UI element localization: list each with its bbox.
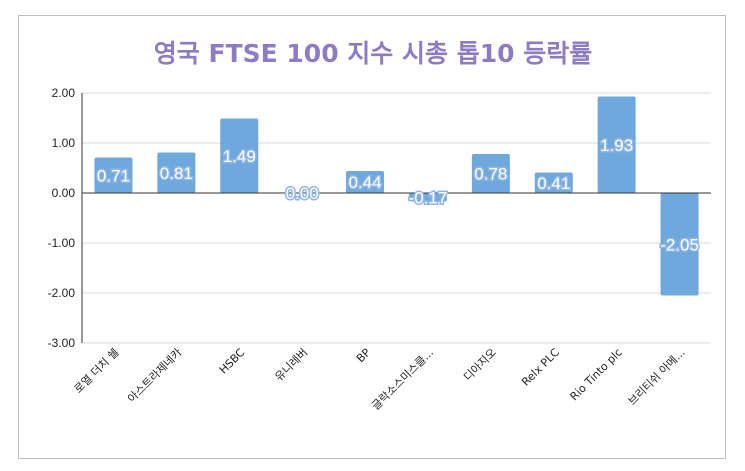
bars xyxy=(94,96,699,296)
y-tick-label: 1.00 xyxy=(52,136,76,150)
data-label: 0.71 xyxy=(97,166,130,185)
bar xyxy=(597,96,636,193)
bar xyxy=(408,193,447,202)
data-label: 0.41 xyxy=(537,174,570,193)
data-label: 0.00 xyxy=(286,184,319,203)
x-tick-label: 아스트라제네카 xyxy=(125,346,184,405)
y-tick-label: -2.00 xyxy=(48,286,76,300)
x-tick-label: Relx PLC xyxy=(519,346,562,389)
data-label: 1.49 xyxy=(223,147,256,166)
data-label: 0.78 xyxy=(474,165,507,184)
x-tick-label: 로열 더치 쉘 xyxy=(72,346,122,396)
bar xyxy=(220,118,259,193)
y-tick-label: -1.00 xyxy=(48,236,76,250)
data-label: 0.81 xyxy=(160,164,193,183)
x-tick-label: 유니레버 xyxy=(272,346,310,384)
data-label: -0.17 xyxy=(409,188,448,207)
bar xyxy=(660,193,699,296)
chart-frame: 영국 FTSE 100 지수 시총 톱10 등락률 xyxy=(18,15,726,459)
data-labels: 0.71 0.81 1.49 0.00 0.44 -0.17 0.78 0.41 1.93 -2.… xyxy=(95,134,700,256)
chart-title: 영국 FTSE 100 지수 시총 톱10 등락률 xyxy=(153,39,593,68)
x-tick-label: HSBC xyxy=(217,346,248,377)
bar xyxy=(346,171,385,193)
x-tick-label: 디아지오 xyxy=(461,346,499,384)
x-tick-label: Rio Tinto plc xyxy=(568,346,625,403)
x-tick-label: 글락소스미스클... xyxy=(369,346,436,413)
y-tick-label: 0.00 xyxy=(52,186,76,200)
bar xyxy=(471,154,510,193)
data-label: -2.05 xyxy=(660,235,699,254)
y-axis-ticks: 2.00 1.00 0.00 -1.00 -2.00 -3.00 xyxy=(48,86,76,350)
bar xyxy=(534,172,573,193)
data-label: 1.93 xyxy=(600,136,633,155)
bar xyxy=(94,157,133,193)
axes xyxy=(81,93,711,343)
x-tick-label: 브리티쉬 아메... xyxy=(626,346,688,408)
y-tick-label: -3.00 xyxy=(48,336,76,350)
y-tick-label: 2.00 xyxy=(52,86,76,100)
data-label: 0.44 xyxy=(349,173,382,192)
bar xyxy=(157,152,196,193)
x-tick-label: BP xyxy=(354,346,373,365)
